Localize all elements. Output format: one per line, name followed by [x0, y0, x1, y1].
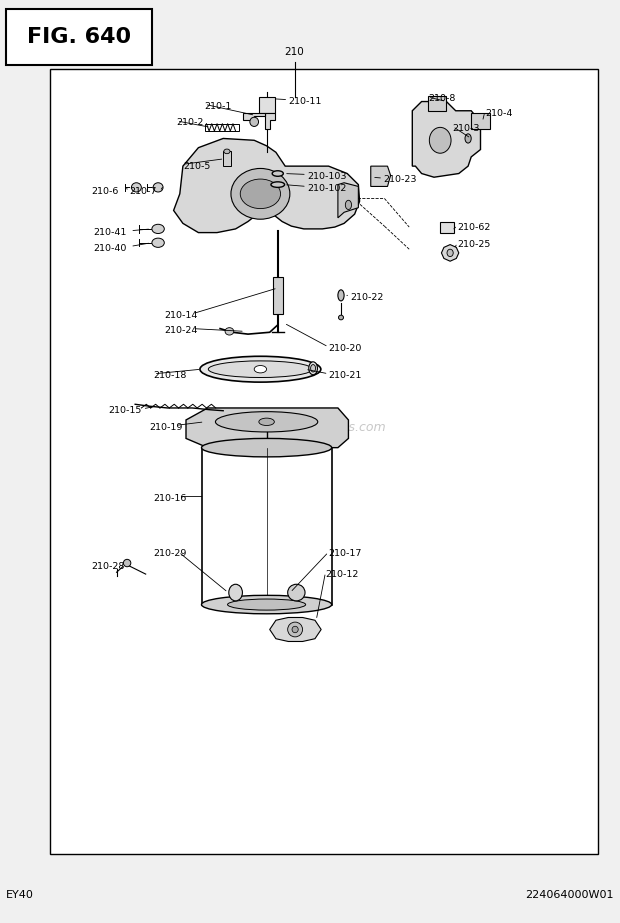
Polygon shape: [371, 166, 391, 186]
Polygon shape: [259, 97, 275, 113]
Ellipse shape: [338, 290, 344, 301]
Text: 210-62: 210-62: [458, 222, 491, 232]
Ellipse shape: [240, 179, 280, 209]
Ellipse shape: [152, 238, 164, 247]
Ellipse shape: [271, 182, 285, 187]
Ellipse shape: [202, 595, 332, 614]
Text: 224064000W01: 224064000W01: [525, 891, 614, 900]
Text: 210: 210: [285, 47, 304, 57]
Polygon shape: [471, 113, 490, 129]
Polygon shape: [270, 617, 321, 641]
Ellipse shape: [224, 150, 230, 154]
Ellipse shape: [250, 117, 259, 126]
Ellipse shape: [465, 134, 471, 143]
Text: 210-102: 210-102: [307, 184, 347, 193]
Text: 210-12: 210-12: [326, 569, 359, 579]
Ellipse shape: [225, 328, 234, 335]
Text: 210-24: 210-24: [164, 326, 198, 335]
Ellipse shape: [259, 418, 275, 426]
Ellipse shape: [309, 362, 317, 375]
Text: 210-17: 210-17: [329, 549, 362, 558]
Ellipse shape: [216, 412, 317, 432]
Polygon shape: [441, 245, 459, 261]
Polygon shape: [265, 113, 275, 129]
Text: 210-41: 210-41: [93, 228, 126, 237]
FancyBboxPatch shape: [50, 69, 598, 854]
Ellipse shape: [231, 168, 290, 220]
Text: 210-29: 210-29: [154, 549, 187, 558]
FancyBboxPatch shape: [6, 9, 152, 65]
Text: 210-3: 210-3: [453, 124, 480, 133]
Ellipse shape: [123, 559, 131, 567]
Ellipse shape: [311, 365, 316, 372]
Ellipse shape: [292, 626, 298, 633]
Ellipse shape: [339, 315, 343, 320]
Ellipse shape: [208, 361, 312, 378]
Text: 210-23: 210-23: [383, 175, 417, 185]
Text: 210-103: 210-103: [307, 172, 347, 181]
Text: eReplacementParts.com: eReplacementParts.com: [234, 421, 386, 434]
Text: 210-28: 210-28: [92, 562, 125, 571]
Text: 210-7: 210-7: [129, 186, 156, 196]
Ellipse shape: [152, 224, 164, 234]
Text: 210-21: 210-21: [329, 371, 362, 380]
Polygon shape: [243, 113, 265, 120]
Text: 210-15: 210-15: [108, 406, 142, 415]
Ellipse shape: [200, 356, 321, 382]
Ellipse shape: [153, 183, 163, 192]
Text: 210-19: 210-19: [149, 423, 182, 432]
Ellipse shape: [202, 438, 332, 457]
Text: 210-11: 210-11: [288, 97, 322, 106]
Text: 210-40: 210-40: [93, 244, 126, 253]
Text: 210-18: 210-18: [154, 371, 187, 380]
Bar: [428, 96, 446, 111]
Text: 210-16: 210-16: [154, 494, 187, 503]
Text: 210-5: 210-5: [183, 162, 210, 171]
Text: 210-20: 210-20: [329, 344, 362, 354]
Text: 210-1: 210-1: [205, 102, 232, 111]
Ellipse shape: [254, 366, 267, 373]
Text: 210-6: 210-6: [92, 186, 119, 196]
Bar: [273, 277, 283, 314]
Text: 210-22: 210-22: [350, 293, 384, 302]
Ellipse shape: [447, 249, 453, 257]
Polygon shape: [338, 183, 358, 218]
Text: 210-8: 210-8: [428, 94, 455, 103]
Ellipse shape: [229, 584, 242, 601]
Polygon shape: [412, 102, 480, 177]
Text: EY40: EY40: [6, 891, 34, 900]
Ellipse shape: [429, 127, 451, 153]
Text: 210-25: 210-25: [458, 240, 491, 249]
Ellipse shape: [131, 183, 141, 192]
Bar: [440, 222, 454, 233]
Bar: [223, 151, 231, 166]
Polygon shape: [174, 138, 360, 233]
Text: 210-2: 210-2: [177, 118, 204, 127]
Ellipse shape: [345, 200, 352, 210]
Ellipse shape: [288, 622, 303, 637]
Polygon shape: [186, 408, 348, 448]
Text: 210-4: 210-4: [485, 109, 512, 118]
Ellipse shape: [228, 599, 306, 610]
Bar: [205, 124, 239, 131]
Text: 210-14: 210-14: [164, 311, 198, 320]
Ellipse shape: [288, 584, 305, 601]
Ellipse shape: [272, 171, 283, 176]
Text: FIG. 640: FIG. 640: [27, 27, 131, 47]
